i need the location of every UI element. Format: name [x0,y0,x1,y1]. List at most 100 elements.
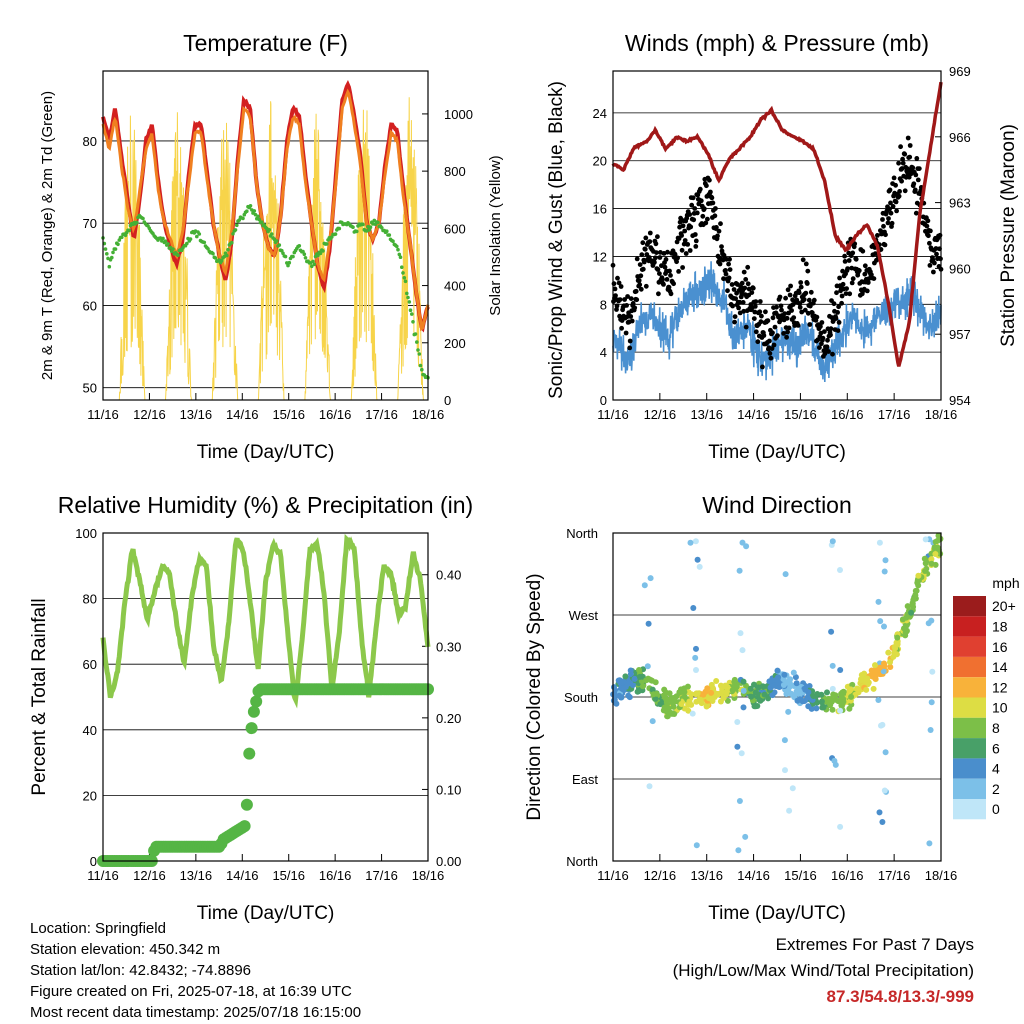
gust-point [642,246,648,252]
gust-point [799,309,805,315]
dewpoint-point [287,260,292,265]
legend-swatch [953,717,986,739]
legend-swatch [953,636,986,657]
dewpoint-point [163,239,168,243]
legend-swatch [953,677,986,698]
gust-point [687,248,693,253]
gust-point [835,328,841,333]
dewpoint-point [410,312,414,316]
gust-point [906,174,912,180]
gust-point [632,305,638,311]
x-tick-label: 12/16 [133,868,166,883]
dewpoint-point [302,252,307,256]
direction-point [761,691,768,698]
dewpoint-point [166,242,170,246]
gust-point [798,280,804,285]
direction-point [650,691,657,698]
dewpoint-point [400,265,404,270]
gust-point [693,238,699,244]
dewpoint-point [220,259,224,263]
y2-tick-label: 800 [444,164,466,179]
dewpoint-point [171,247,175,251]
gust-point [633,288,639,294]
gust-point [657,271,662,276]
gust-point [905,135,911,141]
gust-point [822,329,827,334]
direction-point [846,687,853,694]
direction-point [652,695,659,702]
direction-point [903,614,910,621]
dewpoint-point [413,332,418,336]
dewpoint-point [161,236,165,241]
gust-point [660,277,665,282]
y-tick-label: 0 [600,393,607,408]
gust-point [862,271,868,277]
gust-point [618,284,624,289]
direction-point [657,701,664,708]
gust-point [629,318,635,324]
x-tick-label: 15/16 [784,868,817,883]
gust-point [797,304,803,310]
x-tick-label: 18/16 [925,407,958,422]
gust-point [723,268,728,273]
direction-point [893,639,900,646]
gust-point [913,210,919,216]
gust-point [882,242,888,248]
direction-point [693,645,699,652]
direction-point [876,809,883,816]
dewpoint-point [385,229,389,233]
gust-point [614,303,620,309]
direction-point [875,697,882,703]
direction-point [671,695,678,702]
direction-point [837,707,844,714]
gust-point [888,210,894,216]
gust-point [785,329,790,335]
dewpoint-point [107,264,112,269]
gust-point [727,267,733,272]
gust-point [924,223,930,229]
gust-point [763,309,768,315]
precipitation-point [250,695,263,708]
gust-point [805,268,811,274]
dewpoint-point [318,251,323,256]
gust-point [771,342,777,348]
gust-point [866,276,872,282]
panel-title: Winds (mph) & Pressure (mb) [625,30,929,56]
y2-axis-label: Station Pressure (Maroon) [998,124,1019,347]
gust-point [689,202,695,208]
dewpoint-point [237,218,242,222]
gust-point [612,286,618,292]
direction-point [704,685,711,692]
y2-tick-label: 957 [949,327,971,342]
station-location: Location: Springfield [30,920,166,937]
gust-point [726,261,731,267]
direction-point [766,678,773,685]
gust-point [725,288,730,294]
direction-point [872,667,879,673]
direction-point [708,689,715,696]
dewpoint-point [231,232,235,236]
direction-point [733,683,740,690]
gust-point [890,204,896,209]
legend-swatch [953,697,986,718]
gust-point [887,187,893,193]
dewpoint-point [407,300,412,304]
direction-point [881,623,887,630]
y-tick-label: 20 [593,154,607,169]
direction-point [928,556,935,563]
gust-point [765,318,771,324]
direction-point [713,678,720,684]
y-axis-label: Sonic/Prop Wind & Gust (Blue, Black) [546,81,567,399]
gust-point [885,220,891,226]
gust-point [894,208,899,214]
direction-point [805,703,812,710]
gust-point [833,316,839,321]
y-tick-label: 80 [83,134,97,149]
direction-point [694,556,701,563]
direction-point [736,798,743,804]
gust-point [625,294,630,299]
gust-point [638,273,644,279]
y-tick-label: South [564,690,598,705]
gust-point [811,297,817,303]
direction-point [645,620,652,627]
